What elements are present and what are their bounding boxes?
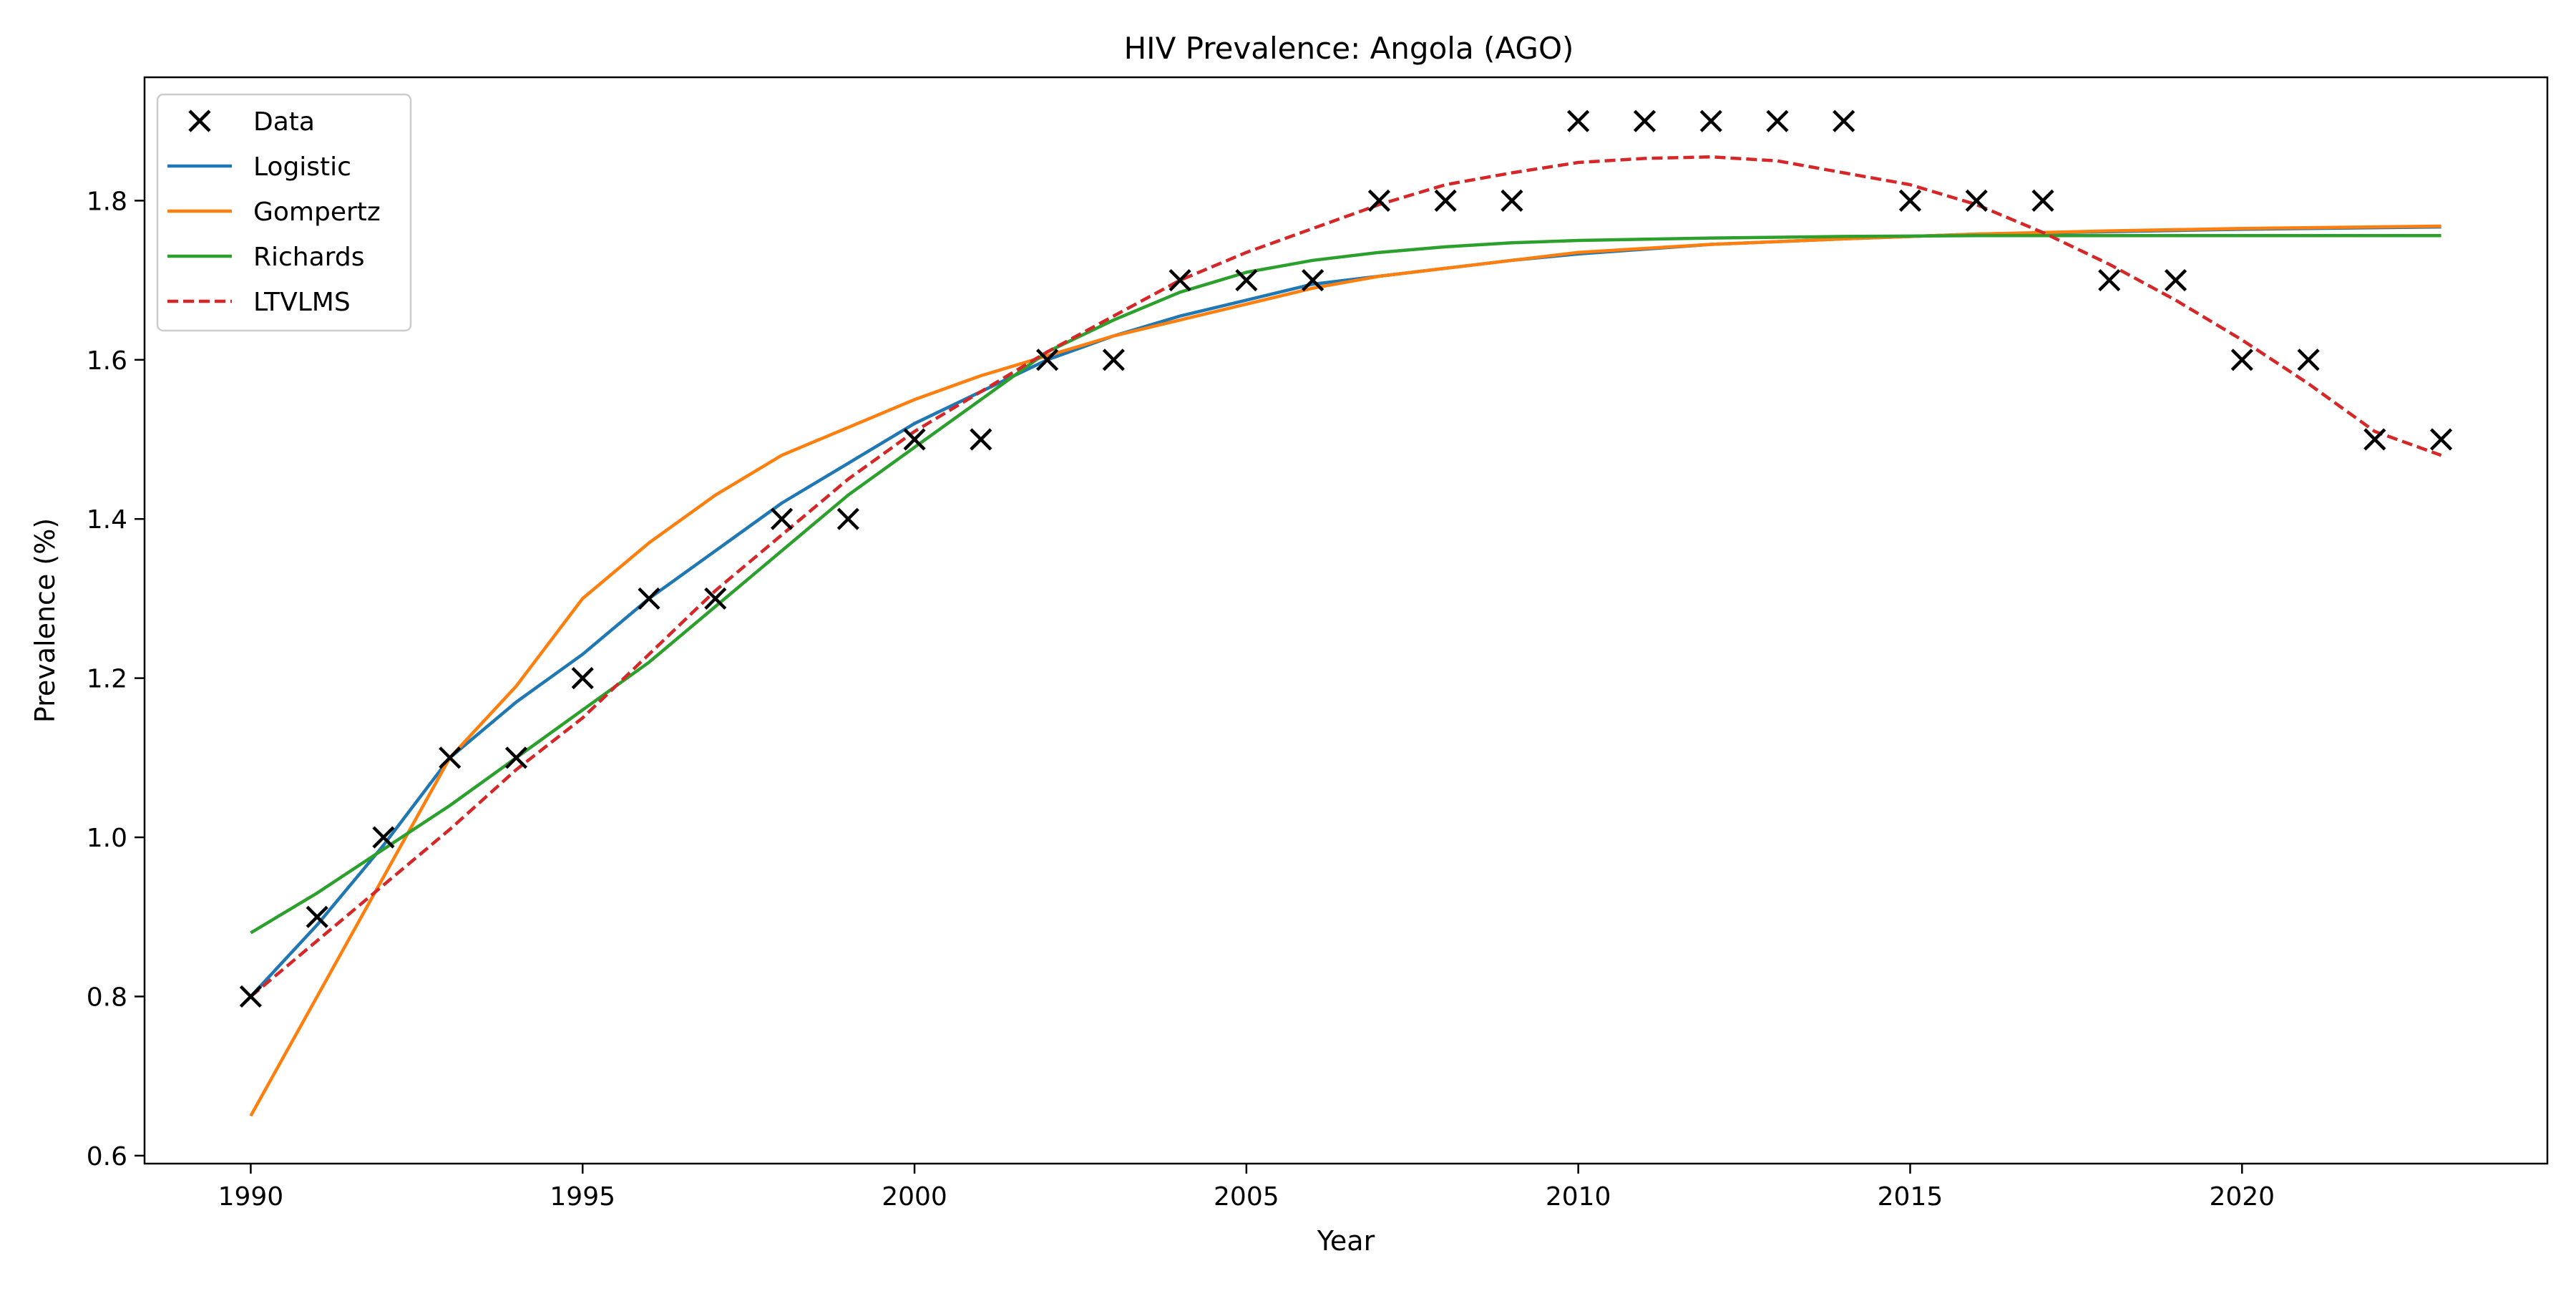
plot-frame (143, 76, 2549, 1165)
data-point-marker (1367, 189, 1390, 212)
data-points-layer (239, 109, 2453, 1008)
x-tick-label: 2020 (2209, 1182, 2275, 1212)
legend-entry: Logistic (167, 152, 351, 182)
data-point-marker (504, 746, 528, 769)
legend-entry: Gompertz (167, 198, 381, 227)
data-point-marker (1699, 109, 1722, 132)
data-point-marker (2031, 189, 2054, 212)
data-point-marker (571, 667, 594, 690)
x-tick-label: 2005 (1214, 1182, 1279, 1212)
data-point-marker (372, 826, 395, 849)
series-line-gompertz (249, 224, 2441, 1117)
data-point-marker (1102, 349, 1125, 371)
data-point-marker (1567, 109, 1590, 132)
data-point-marker (2098, 268, 2121, 292)
y-axis-label: Prevalence (%) (29, 518, 61, 723)
legend-swatch (188, 109, 211, 132)
data-point-marker (1965, 189, 1988, 212)
y-axis: 0.6 0.8 1.0 1.2 1.4 1.6 1.8 (87, 187, 145, 1171)
data-point-marker (1501, 189, 1523, 212)
y-tick-label: 0.8 (87, 983, 127, 1012)
data-point-marker (239, 985, 263, 1008)
legend-label: Data (253, 107, 315, 137)
y-tick-label: 1.4 (87, 505, 127, 535)
x-axis-label: Year (1317, 1225, 1375, 1257)
legend-entry: LTVLMS (167, 288, 351, 317)
x-tick-label: 1990 (218, 1182, 284, 1212)
data-point-marker (1833, 109, 1855, 132)
series-layer (249, 155, 2442, 1117)
data-point-marker (1633, 109, 1657, 132)
legend: Data Logistic Gompertz Richards LTVLMS (156, 93, 412, 332)
data-point-marker (2429, 428, 2453, 451)
series-line-ltvlms (249, 155, 2442, 998)
data-point-marker (1302, 268, 1324, 292)
data-point-marker (1898, 189, 1922, 212)
data-point-marker (2164, 268, 2187, 292)
legend-box (156, 93, 412, 332)
x-axis: 1990 1995 2000 2005 2010 2015 2020 (218, 1164, 2275, 1212)
x-tick-label: 2015 (1878, 1182, 1943, 1212)
y-tick-label: 1.0 (87, 824, 127, 853)
data-point-marker (2297, 349, 2320, 371)
data-point-marker (638, 587, 660, 610)
data-point-marker (1766, 109, 1789, 132)
y-tick-label: 1.8 (87, 187, 127, 216)
data-point-marker (2363, 428, 2386, 451)
data-point-marker (1035, 349, 1059, 371)
data-point-marker (704, 587, 727, 610)
data-point-marker (1235, 268, 1258, 292)
data-point-marker (2230, 349, 2253, 371)
x-tick-label: 2010 (1546, 1182, 1611, 1212)
x-tick-label: 2000 (882, 1182, 947, 1212)
legend-label: Logistic (253, 152, 351, 182)
data-point-marker (770, 507, 794, 530)
data-point-marker (306, 905, 328, 928)
legend-entry: Data (188, 107, 315, 137)
legend-label: Gompertz (253, 198, 381, 227)
data-point-marker (836, 507, 859, 530)
x-tick-label: 1995 (550, 1182, 615, 1212)
y-tick-label: 1.2 (87, 665, 127, 694)
legend-label: LTVLMS (253, 288, 351, 317)
data-point-marker (1434, 189, 1457, 212)
data-point-marker (439, 746, 462, 769)
legend-entry: Richards (167, 243, 364, 272)
data-point-marker (1169, 268, 1191, 292)
legend-label: Richards (253, 243, 364, 272)
y-tick-label: 0.6 (87, 1142, 127, 1171)
chart-title: HIV Prevalence: Angola (AGO) (1124, 31, 1574, 66)
data-point-marker (903, 428, 926, 451)
data-point-marker (970, 428, 992, 451)
y-tick-label: 1.6 (87, 346, 127, 376)
series-line-logistic (249, 225, 2441, 998)
series-line-richards (250, 234, 2441, 935)
